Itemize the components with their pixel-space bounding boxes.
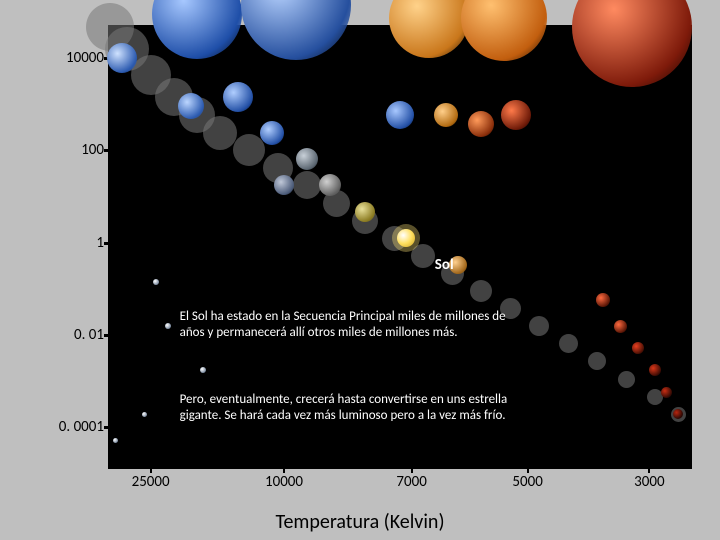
star-marker <box>386 101 414 129</box>
star-marker <box>152 0 242 59</box>
star-marker <box>596 293 610 307</box>
description-para-2: Pero, eventualmente, crecerá hasta conve… <box>180 392 520 425</box>
hr-diagram-plot: 1000010010. 010. 00012500010000700050003… <box>108 25 692 469</box>
main-sequence-band <box>293 171 321 199</box>
x-tick-label: 3000 <box>634 473 664 491</box>
description-para-1: El Sol ha estado en la Secuencia Princip… <box>180 309 520 342</box>
y-tick-label: 0. 01 <box>74 326 104 344</box>
star-marker <box>296 148 318 170</box>
star-marker <box>241 0 351 60</box>
star-marker <box>260 121 284 145</box>
x-axis-label: Temperatura (Kelvin) <box>275 510 444 534</box>
x-tick-label: 5000 <box>512 473 542 491</box>
star-marker <box>165 323 171 329</box>
x-tick-label: 7000 <box>396 473 426 491</box>
star-marker <box>572 0 692 87</box>
x-tick-label: 25000 <box>132 473 170 491</box>
y-tick-label: 1 <box>96 234 104 252</box>
star-marker <box>461 0 547 61</box>
y-tick-label: 10000 <box>66 49 104 67</box>
main-sequence-band <box>529 316 549 336</box>
sun-label: Sol <box>435 256 454 274</box>
main-sequence-band <box>559 334 578 353</box>
star-marker <box>434 103 458 127</box>
main-sequence-band <box>618 371 635 388</box>
star-marker <box>389 0 469 58</box>
star-marker <box>153 279 159 285</box>
x-tick-label: 10000 <box>265 473 303 491</box>
main-sequence-band <box>203 116 237 150</box>
star-marker <box>468 111 494 137</box>
star-marker <box>142 412 147 417</box>
sun-marker <box>397 229 415 247</box>
star-marker <box>355 202 375 222</box>
main-sequence-band <box>588 352 606 370</box>
star-marker <box>107 43 137 73</box>
star-marker <box>223 82 253 112</box>
star-marker <box>113 438 118 443</box>
star-marker <box>614 320 627 333</box>
main-sequence-band <box>233 134 265 166</box>
star-marker <box>274 175 294 195</box>
star-marker <box>501 100 531 130</box>
star-marker <box>661 387 672 398</box>
star-marker <box>649 364 661 376</box>
main-sequence-band <box>470 280 492 302</box>
star-marker <box>632 342 644 354</box>
star-marker <box>200 367 206 373</box>
y-tick-label: 100 <box>81 141 104 159</box>
y-tick-label: 0. 0001 <box>59 418 104 436</box>
